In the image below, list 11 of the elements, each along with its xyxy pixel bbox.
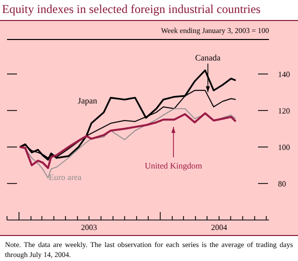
x-tick-label: 2004: [211, 223, 228, 232]
chart-title: Equity indexes in selected foreign industrial countries: [2, 2, 261, 17]
series-label: Euro area: [48, 172, 82, 182]
series-label: Japan: [78, 95, 98, 106]
y-tick-label: 100: [278, 143, 290, 152]
text: Canada: [195, 52, 221, 63]
y-tick-label: 140: [278, 70, 290, 79]
y-tick-label: 80: [278, 180, 286, 188]
text: United Kingdom: [144, 160, 202, 170]
y-tick-label: 120: [278, 106, 290, 116]
x-tick-label: 2003: [81, 223, 98, 232]
